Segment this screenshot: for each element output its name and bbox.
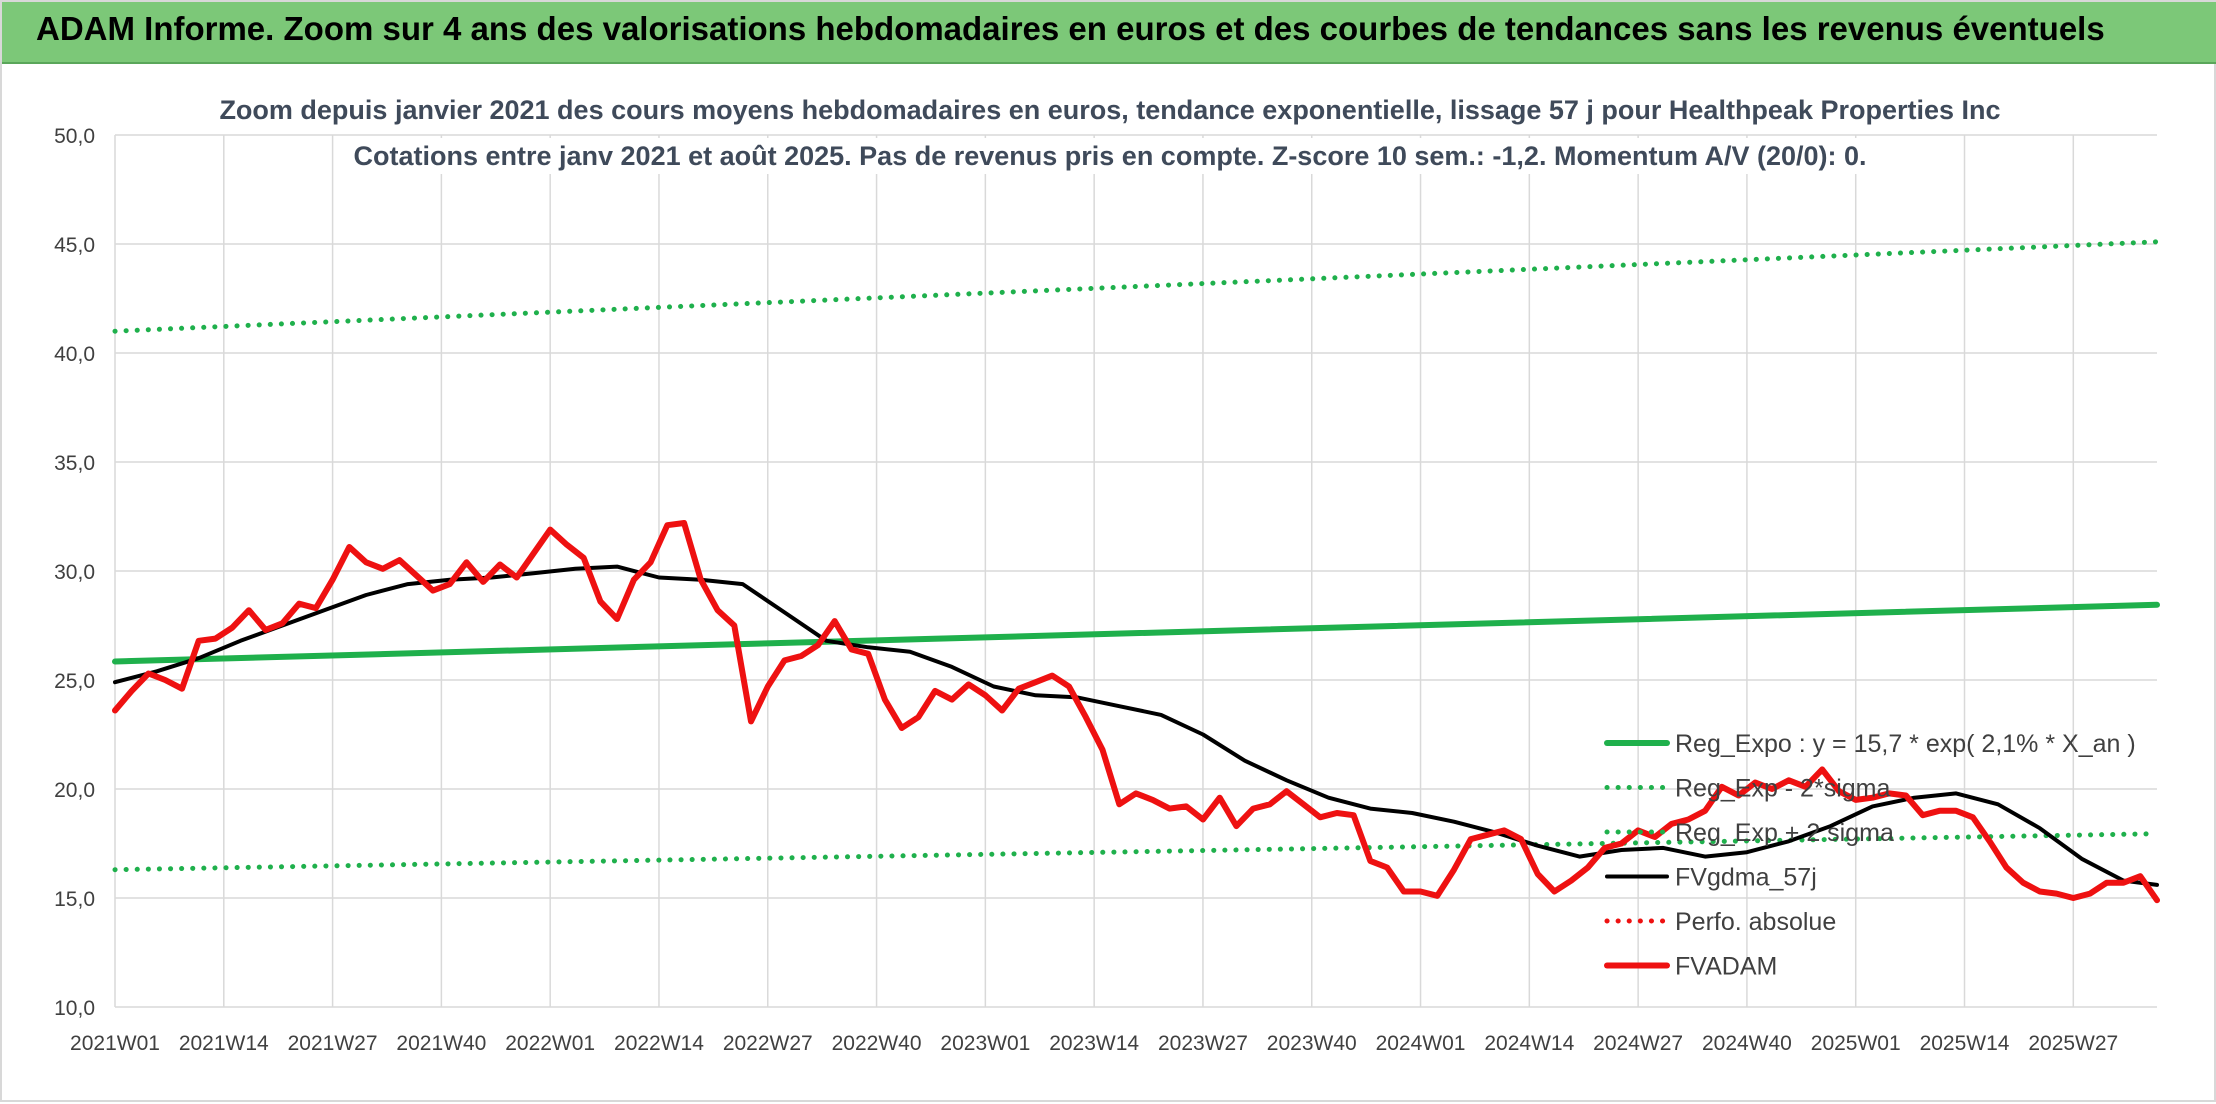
y-tick-label: 25,0 [54, 670, 95, 693]
y-tick-label: 35,0 [54, 452, 95, 475]
y-tick-label: 30,0 [54, 561, 95, 584]
series-line-2 [112, 239, 2160, 334]
y-axis-ticks: 10,0 15,0 20,0 25,0 30,0 35,0 40,0 45,0 50,0 [54, 125, 95, 1020]
chart-title-block: Zoom depuis janvier 2021 des cours moyen… [211, 92, 2009, 174]
series-layer [112, 239, 2160, 904]
x-tick-label: 2024W40 [1702, 1032, 1792, 1055]
y-tick-label: 10,0 [54, 997, 95, 1020]
y-tick-label: 15,0 [54, 888, 95, 911]
title-backdrop [211, 92, 2009, 128]
x-tick-label: 2025W01 [1811, 1032, 1901, 1055]
banner-title: ADAM Informe. Zoom sur 4 ans des valoris… [36, 10, 2105, 47]
x-tick-label: 2021W01 [70, 1032, 160, 1055]
x-tick-label: 2023W27 [1158, 1032, 1248, 1055]
x-tick-label: 2025W27 [2028, 1032, 2118, 1055]
y-tick-label: 45,0 [54, 234, 95, 257]
series-line-1 [112, 831, 2160, 873]
legend-entry: Reg_Exp + 2 sigma [1675, 819, 1894, 847]
chart-subtitle: Cotations entre janv 2021 et août 2025. … [353, 141, 1866, 171]
x-tick-label: 2022W40 [832, 1032, 922, 1055]
legend-entry: Reg_Expo : y = 15,7 * exp( 2,1% * X_an ) [1675, 730, 2136, 758]
x-tick-label: 2022W14 [614, 1032, 704, 1055]
x-tick-label: 2023W01 [940, 1032, 1030, 1055]
legend: Reg_Expo : y = 15,7 * exp( 2,1% * X_an )… [1604, 730, 2136, 981]
chart-title: Zoom depuis janvier 2021 des cours moyen… [219, 95, 2000, 125]
x-tick-label: 2023W14 [1049, 1032, 1139, 1055]
y-tick-label: 50,0 [54, 125, 95, 148]
x-tick-label: 2021W40 [396, 1032, 486, 1055]
series-line-0 [112, 601, 2160, 665]
legend-entry: FVgdma_57j [1675, 864, 1817, 892]
x-tick-label: 2024W27 [1593, 1032, 1683, 1055]
x-tick-label: 2024W14 [1484, 1032, 1574, 1055]
legend-entry: Perfo. absolue [1675, 908, 1836, 936]
x-tick-label: 2021W14 [179, 1032, 269, 1055]
y-tick-label: 40,0 [54, 343, 95, 366]
x-tick-label: 2025W14 [1920, 1032, 2010, 1055]
x-tick-label: 2022W01 [505, 1032, 595, 1055]
x-tick-label: 2022W27 [723, 1032, 813, 1055]
legend-entry: FVADAM [1675, 953, 1777, 981]
x-axis-ticks: 2021W01 2021W14 2021W27 2021W40 2022W01 2022W… [70, 1032, 2118, 1055]
x-tick-label: 2023W40 [1267, 1032, 1357, 1055]
report-banner: ADAM Informe. Zoom sur 4 ans des valoris… [2, 2, 2216, 64]
title-backdrop [345, 138, 1875, 174]
y-tick-label: 20,0 [54, 779, 95, 802]
x-tick-label: 2024W01 [1376, 1032, 1466, 1055]
x-tick-label: 2021W27 [288, 1032, 378, 1055]
gridlines [114, 134, 2157, 1008]
legend-entry: Reg_Exp - 2*sigma [1675, 775, 1890, 803]
series-line-5 [112, 520, 2160, 904]
